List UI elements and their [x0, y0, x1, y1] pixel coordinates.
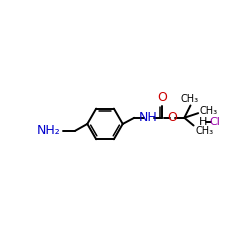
Text: NH₂: NH₂ — [36, 124, 60, 137]
Text: O: O — [157, 91, 167, 104]
Text: CH₃: CH₃ — [195, 126, 213, 136]
Text: NH: NH — [139, 111, 158, 124]
Text: H: H — [199, 118, 207, 128]
Text: Cl: Cl — [210, 118, 220, 128]
Text: O: O — [167, 111, 177, 124]
Text: CH₃: CH₃ — [181, 94, 199, 104]
Text: CH₃: CH₃ — [200, 106, 218, 116]
